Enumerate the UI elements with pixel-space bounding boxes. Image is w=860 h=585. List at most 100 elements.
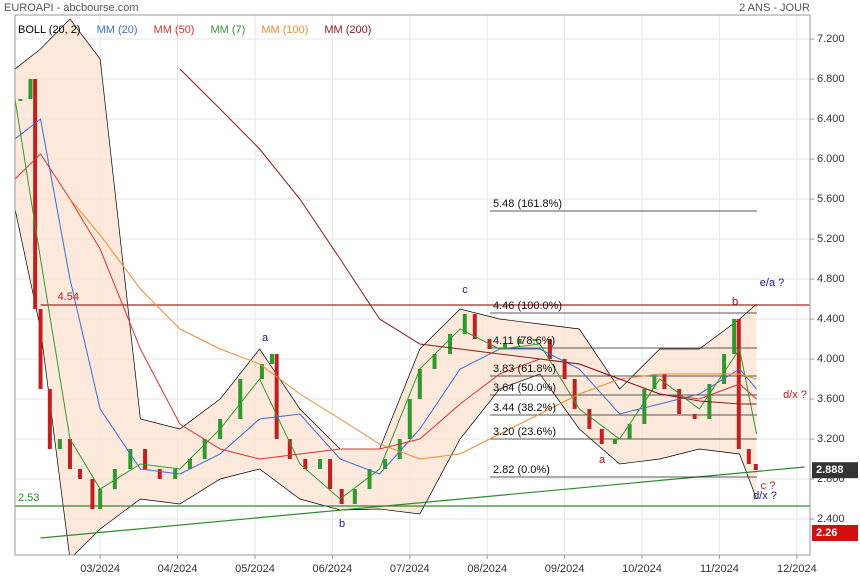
price-bar (28, 79, 33, 99)
price-box (812, 525, 858, 541)
fib-label: 3.83 (61.8%) (493, 363, 556, 375)
level-label: 4.54 (58, 291, 79, 303)
price-bar (274, 354, 279, 439)
y-tick-label: 4.400 (817, 313, 845, 325)
price-bar (352, 489, 357, 504)
legend-entry: MM (50) (154, 24, 195, 36)
price-bar (317, 459, 322, 469)
moving-average (179, 68, 757, 405)
price-bar (677, 389, 682, 414)
price-bar (662, 374, 667, 389)
chart-title: EUROAPI - abcbourse.com (4, 2, 139, 14)
wave-label: a (262, 332, 269, 344)
fib-label: 2.82 (0.0%) (493, 464, 550, 476)
x-tick-label: 09/2024 (545, 563, 585, 575)
price-bar (472, 314, 477, 339)
price-bar (383, 459, 388, 469)
wave-label: b (339, 518, 345, 530)
fib-label: 4.46 (100.0%) (493, 300, 562, 312)
fib-label: 3.20 (23.6%) (493, 426, 556, 438)
price-bar (599, 429, 604, 444)
y-tick-label: 5.600 (817, 193, 845, 205)
price-bar (259, 364, 264, 379)
wave-label: e/a ? (760, 277, 784, 289)
x-tick-label: 07/2024 (390, 563, 430, 575)
y-tick-label: 5.200 (817, 233, 845, 245)
price-bar (503, 344, 508, 349)
price-bar (287, 439, 292, 459)
wave-label: d/x ? (753, 490, 777, 502)
fib-label: 3.44 (38.2%) (493, 402, 556, 414)
price-bar (98, 489, 103, 509)
price-bar (47, 389, 52, 449)
y-tick-label: 4.000 (817, 353, 845, 365)
price-bar (432, 354, 437, 369)
price-bar (303, 459, 308, 469)
price-bar (128, 449, 133, 469)
y-tick-label: 6.400 (817, 113, 845, 125)
moving-average (15, 98, 758, 500)
price-box-label: 2.888 (816, 464, 844, 476)
price-bar (642, 389, 647, 424)
price-bar (407, 399, 412, 439)
legend-entry: MM (20) (97, 24, 138, 36)
trendline (40, 466, 805, 539)
chart-subtitle: 2 ANS - JOUR (739, 2, 810, 14)
price-bar (57, 439, 62, 449)
x-tick-label: 12/2024 (777, 563, 817, 575)
legend-entry: MM (100) (261, 24, 308, 36)
price-bar (722, 354, 727, 384)
y-tick-label: 6.000 (817, 153, 845, 165)
price-bar (339, 489, 344, 504)
price-bar (157, 469, 162, 479)
price-bar (517, 339, 522, 344)
y-tick-label: 4.800 (817, 273, 845, 285)
price-bar (112, 469, 117, 489)
price-bar (532, 339, 537, 341)
price-bar (612, 439, 617, 444)
wave-label: d/x ? (783, 389, 807, 401)
bollinger-lower (15, 208, 757, 555)
price-bar (417, 369, 422, 399)
fib-label: 4.11 (78.6%) (493, 335, 555, 347)
price-bar (562, 359, 567, 379)
price-bar (627, 424, 632, 439)
price-bar (173, 469, 178, 479)
x-tick-label: 05/2024 (235, 563, 275, 575)
x-tick-label: 10/2024 (622, 563, 662, 575)
plot-area (15, 18, 810, 555)
y-tick-label: 7.200 (817, 33, 845, 45)
price-bar (547, 339, 552, 359)
bollinger-fill (15, 19, 757, 555)
wave-label: b (732, 296, 738, 308)
wave-label: a (599, 454, 606, 466)
price-box-label: 2.26 (816, 527, 837, 539)
price-bar (67, 439, 72, 469)
legend-entry: MM (200) (324, 24, 371, 36)
y-tick-label: 6.800 (817, 73, 845, 85)
price-bar (202, 439, 207, 459)
y-tick-label: 3.200 (817, 433, 845, 445)
price-bar (732, 319, 737, 354)
fib-label: 5.48 (161.8%) (493, 198, 562, 210)
price-bar (753, 464, 758, 470)
price-bar (90, 479, 95, 509)
price-bar (692, 414, 697, 419)
price-bar (18, 99, 23, 101)
price-bar (652, 374, 657, 389)
price-bar (448, 334, 453, 354)
annotations: a b c a b e/a ? d/x ? c ? d/x ? (262, 277, 807, 530)
wave-label: c ? (761, 480, 776, 492)
x-tick-label: 11/2024 (700, 563, 739, 575)
legend-entry: MM (7) (210, 24, 245, 36)
legend-entry: BOLL (20, 2) (18, 24, 81, 36)
price-bar (587, 409, 592, 429)
x-tick-label: 06/2024 (312, 563, 352, 575)
price-bar (397, 439, 402, 459)
price-bar (143, 449, 148, 469)
overlay: 2.4002.8003.2003.6004.0004.4004.8005.200… (18, 24, 858, 575)
price-bar (270, 354, 275, 364)
price-bar (572, 379, 577, 409)
wave-label: c (462, 284, 468, 296)
